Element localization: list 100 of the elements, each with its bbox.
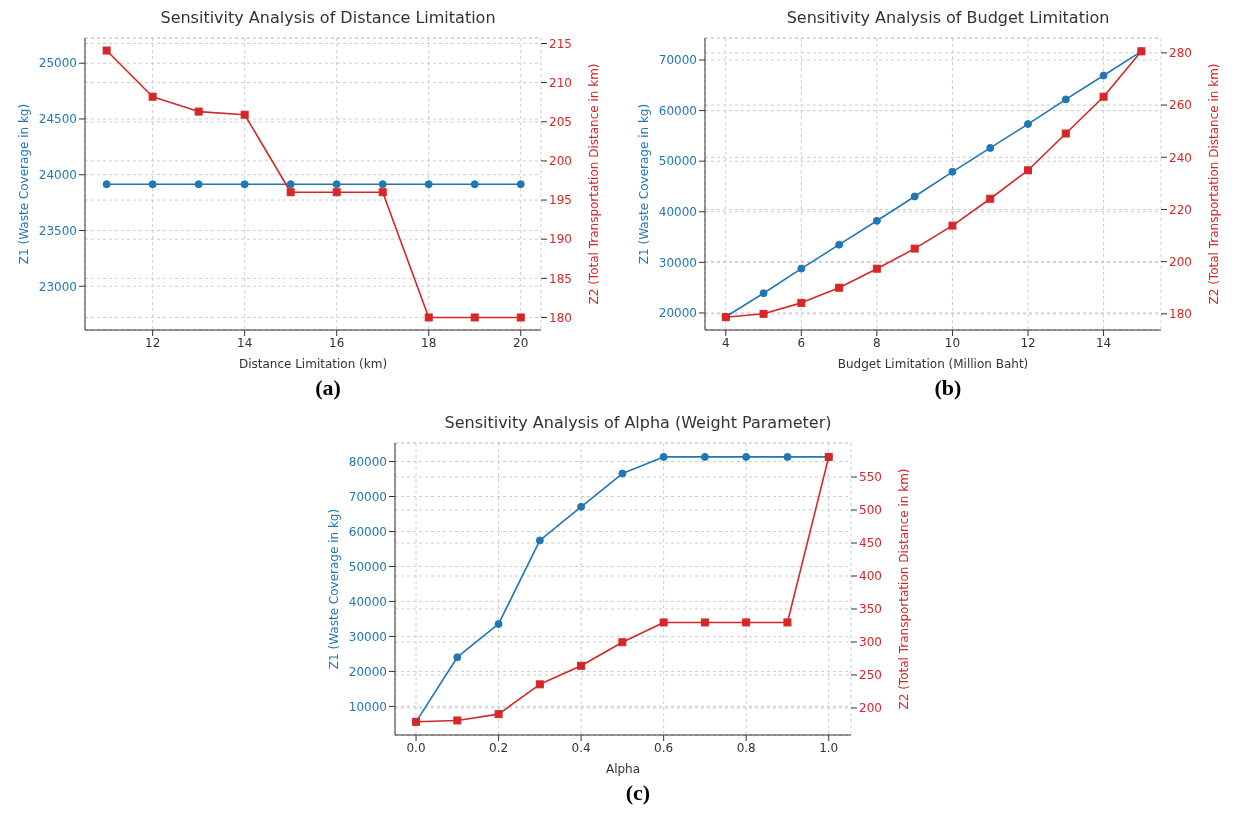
point	[618, 638, 627, 647]
point	[759, 309, 768, 318]
x-tick-label: 0.2	[489, 740, 509, 755]
x-axis-title: Alpha	[605, 762, 641, 776]
point	[516, 313, 525, 322]
x-tick-label: 20	[513, 335, 529, 350]
y2-tick-label: 550	[859, 470, 882, 485]
x-tick-label: 4	[721, 335, 730, 350]
point	[1099, 92, 1108, 101]
y-tick-label: 20000	[658, 306, 697, 321]
point	[872, 216, 881, 225]
y2-tick-label: 220	[1169, 202, 1192, 217]
y2-tick-label: 250	[859, 668, 882, 683]
point	[783, 618, 792, 627]
y2-tick-label: 240	[1169, 150, 1192, 165]
chart-title: Sensitivity Analysis of Alpha (Weight Parameter)	[443, 413, 833, 434]
point	[1099, 71, 1108, 80]
y2-tick-label: 210	[549, 75, 572, 90]
x-tick-label: 8	[873, 335, 881, 350]
y-tick-label: 50000	[348, 559, 387, 574]
x-tick-label: 6	[797, 335, 806, 350]
y2-axis-title: Z2 (Total Transportation Distance in km)	[1207, 63, 1222, 305]
y-tick-label: 20000	[348, 664, 387, 679]
y2-tick-label: 200	[1169, 254, 1192, 269]
y-tick-label: 24000	[38, 168, 77, 182]
point	[742, 618, 751, 627]
y2-tick-label: 400	[859, 569, 882, 584]
point	[797, 298, 806, 307]
point	[872, 264, 881, 273]
point	[102, 46, 111, 55]
y2-tick-label: 195	[549, 193, 572, 208]
x-tick-label: 14	[1095, 335, 1112, 350]
point	[700, 452, 709, 461]
point	[1061, 95, 1070, 104]
y2-tick-label: 180	[1169, 307, 1192, 322]
point	[742, 452, 751, 461]
y-axis-title: Z1 (Waste Coverage in kg)	[327, 508, 342, 670]
point	[424, 313, 433, 322]
text: (b)	[933, 375, 963, 401]
y2-tick-label: 180	[549, 310, 572, 325]
chart-title: Sensitivity Analysis of Distance Limitation	[159, 8, 497, 29]
point	[659, 618, 668, 627]
y2-tick-label: 185	[549, 271, 572, 286]
point	[535, 680, 544, 689]
x-tick-label: 14	[237, 335, 253, 350]
point	[470, 313, 479, 322]
x-tick-label: 18	[421, 335, 437, 350]
x-tick-label: 10	[944, 335, 961, 350]
x-tick-label: 12	[1020, 335, 1036, 350]
point	[948, 221, 957, 230]
y2-tick-label: 350	[859, 602, 882, 617]
x-tick-label: 0.4	[571, 740, 591, 755]
y-axis-title: Z1 (Waste Coverage in kg)	[17, 103, 32, 265]
x-tick-label: 0.0	[406, 740, 426, 755]
point	[494, 710, 503, 719]
y2-tick-label: 280	[1169, 46, 1192, 61]
x-tick-label: 12	[145, 335, 161, 350]
x-axis-title: Distance Limitation (km)	[238, 357, 388, 371]
point	[986, 194, 995, 203]
y-tick-label: 23500	[38, 223, 77, 238]
point	[453, 653, 462, 662]
y-tick-label: 60000	[348, 524, 387, 539]
x-axis-title: Budget Limitation (Million Baht)	[837, 357, 1029, 371]
chart-title: Sensitivity Analysis of Budget Limitation	[785, 8, 1111, 29]
x-tick-label: 16	[329, 335, 345, 350]
y2-tick-label: 190	[549, 232, 572, 247]
point	[577, 502, 586, 511]
y2-tick-label: 500	[859, 503, 882, 518]
y-tick-label: 70000	[348, 489, 387, 504]
point	[835, 240, 844, 249]
point	[148, 92, 157, 101]
y-tick-label: 30000	[658, 255, 697, 270]
y2-tick-label: 450	[859, 536, 882, 551]
point	[194, 107, 203, 116]
y2-axis-title: Z2 (Total Transportation Distance in km)	[897, 468, 912, 710]
point	[453, 716, 462, 725]
y-tick-label: 23000	[38, 279, 77, 294]
point	[1061, 129, 1070, 138]
point	[286, 188, 295, 197]
y2-tick-label: 215	[549, 36, 572, 51]
y-tick-label: 25000	[38, 56, 77, 71]
x-tick-label: 1.0	[819, 740, 839, 755]
text: (c)	[624, 780, 652, 806]
point	[494, 619, 503, 628]
point	[659, 452, 668, 461]
y-tick-label: 40000	[348, 594, 387, 609]
y2-tick-label: 300	[859, 635, 882, 650]
y-tick-label: 60000	[658, 103, 697, 118]
y-tick-label: 70000	[658, 53, 697, 68]
point	[948, 167, 957, 176]
y2-tick-label: 205	[549, 115, 572, 130]
y-tick-label: 40000	[658, 205, 697, 220]
y2-tick-label: 200	[859, 701, 882, 716]
y2-tick-label: 260	[1169, 98, 1192, 113]
y2-tick-label: 200	[549, 154, 572, 169]
point	[986, 143, 995, 152]
y-axis-title: Z1 (Waste Coverage in kg)	[637, 103, 652, 265]
point	[577, 661, 586, 670]
point	[535, 536, 544, 545]
y-tick-label: 80000	[348, 454, 387, 469]
